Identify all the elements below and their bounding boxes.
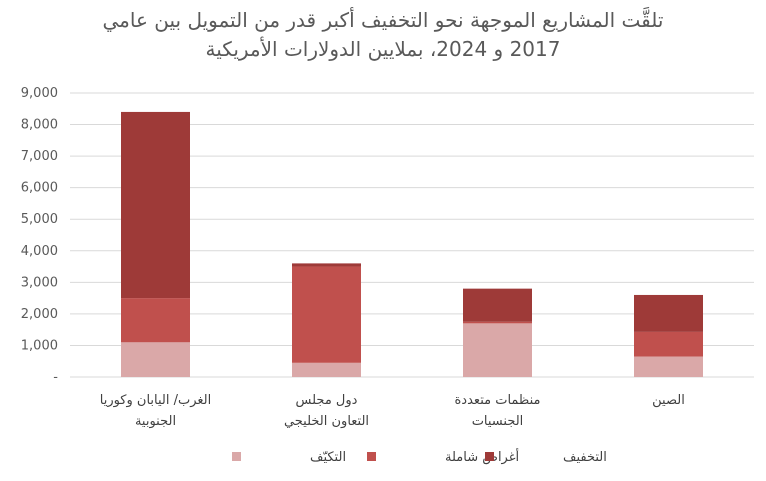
- bar-segment: [463, 321, 532, 324]
- x-category-label: الصين: [652, 393, 685, 408]
- legend-label: التكيّف: [310, 450, 346, 465]
- bar-segment: [292, 263, 361, 267]
- chart-title: تلقَّت المشاريع الموجهة نحو التخفيف أكبر…: [0, 6, 766, 64]
- legend-label: التخفيف: [563, 450, 607, 465]
- legend-swatch: [232, 452, 241, 461]
- chart-title-line-2: 2017 و 2024، بملايين الدولارات الأمريكية: [205, 37, 561, 61]
- bar-segment: [634, 356, 703, 377]
- bar-segment: [121, 342, 190, 377]
- bar-segment: [292, 362, 361, 377]
- bar-segment: [634, 294, 703, 332]
- y-tick-label: 4,000: [21, 244, 58, 259]
- y-tick-label: 7,000: [21, 149, 58, 164]
- chart-title-line-1: تلقَّت المشاريع الموجهة نحو التخفيف أكبر…: [102, 8, 664, 32]
- y-tick-label: 9,000: [21, 86, 58, 101]
- bar-segment: [463, 288, 532, 322]
- bar-segment: [634, 331, 703, 357]
- y-tick-label: 2,000: [21, 307, 58, 322]
- y-tick-label: 3,000: [21, 275, 58, 290]
- y-tick-label: 6,000: [21, 181, 58, 196]
- y-tick-label: 5,000: [21, 212, 58, 227]
- legend-label: أغراض شاملة: [445, 448, 519, 465]
- x-category-label: الغرب/ اليابان وكوريا: [100, 393, 212, 408]
- x-category-label: الجنوبية: [135, 414, 176, 429]
- bar-segment: [463, 323, 532, 377]
- legend-swatch: [367, 452, 376, 461]
- bar-segment: [121, 111, 190, 299]
- y-tick-label: -: [53, 370, 58, 385]
- x-category-label: منظمات متعددة: [455, 393, 541, 408]
- y-tick-label: 8,000: [21, 118, 58, 133]
- x-category-label: التعاون الخليجي: [284, 414, 369, 429]
- bar-segment: [292, 266, 361, 363]
- x-category-label: دول مجلس: [296, 393, 358, 408]
- bar-segment: [121, 298, 190, 343]
- x-category-label: الجنسيات: [472, 414, 524, 429]
- y-tick-label: 1,000: [21, 338, 58, 353]
- legend-swatch: [485, 452, 494, 461]
